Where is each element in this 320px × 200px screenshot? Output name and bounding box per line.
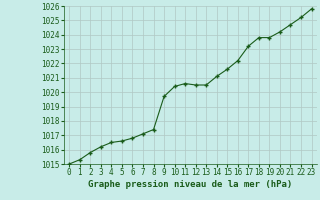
X-axis label: Graphe pression niveau de la mer (hPa): Graphe pression niveau de la mer (hPa) xyxy=(88,180,292,189)
